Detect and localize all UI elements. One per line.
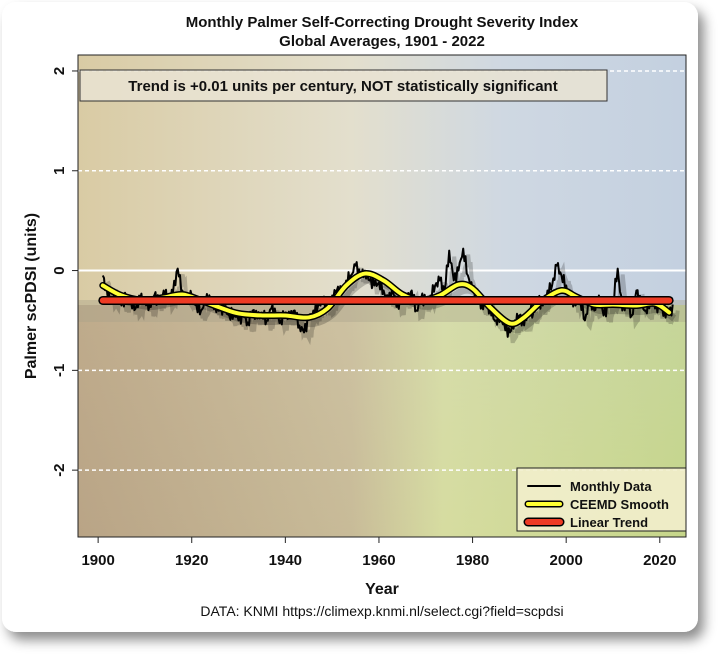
- x-axis-label: Year: [365, 581, 399, 598]
- y-axis-label: Palmer scPDSI (units): [23, 213, 40, 379]
- y-tick-label: -2: [51, 463, 68, 476]
- legend-label: Monthly Data: [570, 479, 652, 494]
- y-tick-label: 1: [51, 167, 68, 175]
- chart-subtitle: Global Averages, 1901 - 2022: [279, 33, 485, 50]
- series-layer: [98, 247, 680, 346]
- y-tick-label: -1: [51, 364, 68, 377]
- x-tick-label: 1920: [175, 552, 208, 569]
- x-tick-label: 1900: [81, 552, 114, 569]
- x-tick-label: 2000: [549, 552, 582, 569]
- legend: Monthly Data CEEMD Smooth Linear Trend: [516, 467, 687, 532]
- legend-label: CEEMD Smooth: [570, 497, 669, 512]
- x-tick-label: 1980: [456, 552, 489, 569]
- y-tick-label: 2: [51, 67, 68, 75]
- legend-label: Linear Trend: [570, 515, 648, 530]
- chart-title: Monthly Palmer Self-Correcting Drought S…: [186, 14, 579, 31]
- trend-annotation-text: Trend is +0.01 units per century, NOT st…: [128, 78, 557, 95]
- trend-annotation: Trend is +0.01 units per century, NOT st…: [79, 69, 608, 102]
- x-tick-label: 1960: [362, 552, 395, 569]
- axes: 2 1 0 -1 -2 1900 1920 1940 1960 1980 2000 2020: [51, 67, 676, 569]
- y-tick-label: 0: [51, 266, 68, 274]
- x-tick-label: 2020: [643, 552, 676, 569]
- plot-frame: [77, 54, 687, 538]
- x-tick-label: 1940: [269, 552, 302, 569]
- data-source: DATA: KNMI https://climexp.knmi.nl/selec…: [200, 603, 563, 619]
